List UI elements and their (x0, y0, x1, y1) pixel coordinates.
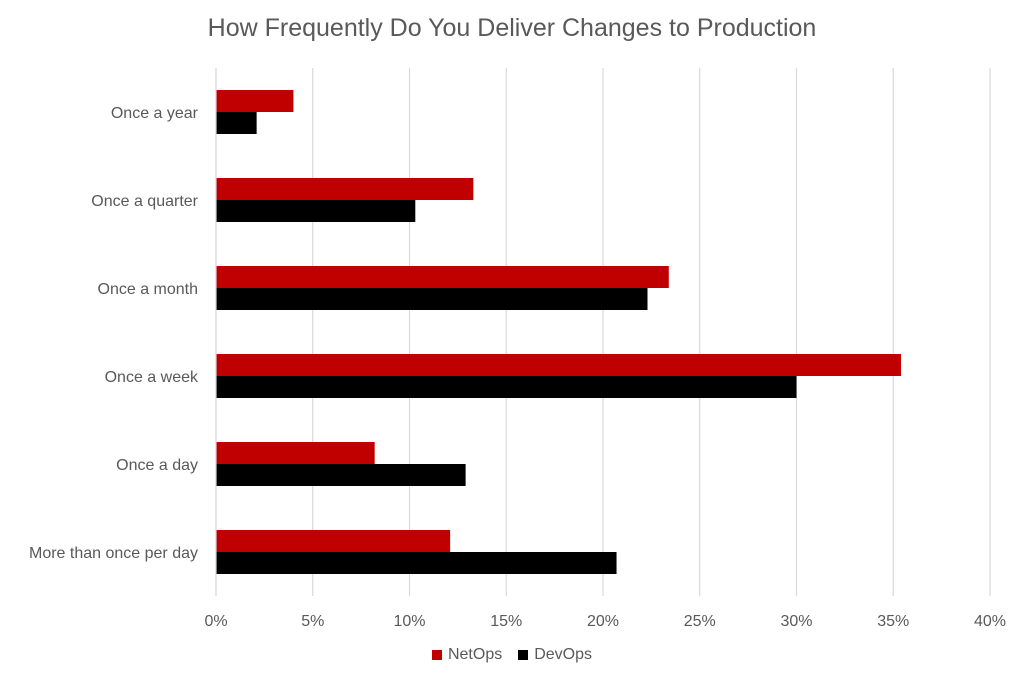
x-tick-label: 20% (587, 613, 619, 630)
bar-devops (216, 552, 617, 574)
bar-netops (216, 178, 474, 200)
x-tick-label: 15% (490, 613, 522, 630)
y-category-label: Once a quarter (91, 193, 198, 210)
legend-label-netops: NetOps (447, 646, 503, 663)
bar-devops (216, 376, 797, 398)
bar-devops (216, 464, 466, 486)
x-tick-label: 40% (974, 613, 1006, 630)
bar-devops (216, 200, 416, 222)
bar-netops (216, 354, 901, 376)
legend-swatch-netops (431, 650, 442, 660)
x-tick-label: 25% (684, 613, 716, 630)
y-category-label: Once a month (98, 281, 199, 298)
y-category-label: More than once per day (29, 545, 198, 562)
legend-item-devops: DevOps (518, 646, 592, 664)
x-tick-label: 10% (393, 613, 425, 630)
bar-devops (216, 288, 648, 310)
y-category-label: Once a year (111, 105, 199, 122)
legend-swatch-devops (518, 650, 529, 660)
x-tick-label: 0% (204, 613, 227, 630)
bar-netops (216, 90, 294, 112)
bar-netops (216, 530, 451, 552)
legend-item-netops: NetOps (431, 646, 503, 664)
x-tick-label: 5% (301, 613, 324, 630)
bar-netops (216, 266, 669, 288)
bar-netops (216, 442, 375, 464)
legend-label-devops: DevOps (534, 646, 593, 663)
y-category-label: Once a week (105, 369, 199, 386)
x-tick-label: 35% (877, 613, 909, 630)
y-category-label: Once a day (116, 457, 198, 474)
legend: NetOps DevOps (0, 646, 1024, 664)
bar-devops (216, 112, 257, 134)
chart-title: How Frequently Do You Deliver Changes to… (207, 14, 817, 42)
x-tick-label: 30% (780, 613, 812, 630)
